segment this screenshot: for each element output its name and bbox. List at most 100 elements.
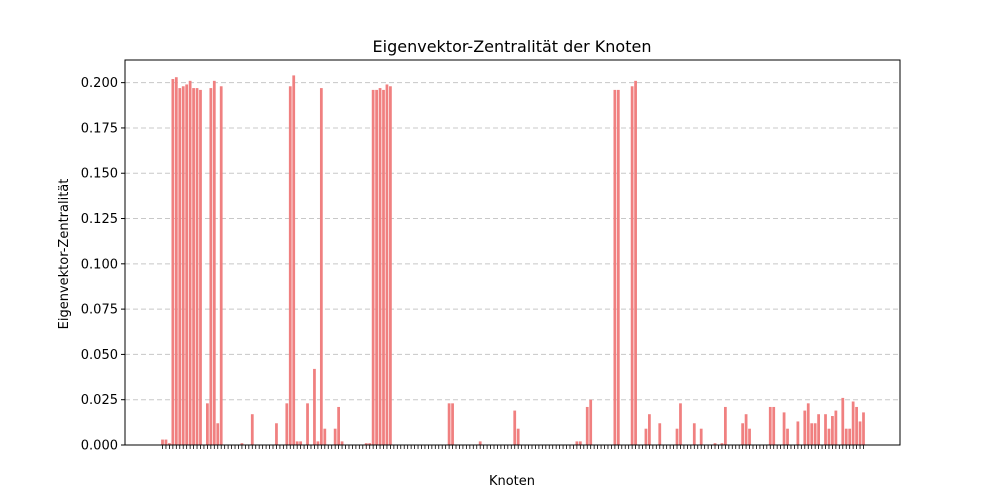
bar: [578, 441, 582, 445]
bar: [827, 428, 831, 445]
bar: [212, 80, 216, 445]
bar: [288, 86, 292, 445]
bar: [250, 414, 254, 445]
y-tick-label: 0.025: [81, 393, 118, 408]
bar: [478, 441, 482, 445]
bar: [240, 443, 244, 445]
bar: [834, 410, 838, 445]
bar: [748, 428, 751, 445]
bar: [844, 428, 848, 445]
bar: [768, 406, 772, 445]
y-axis-label: Eigenvektor-Zentralität: [57, 179, 72, 330]
bar: [824, 414, 827, 445]
bar: [209, 88, 213, 446]
bar: [316, 441, 320, 445]
bar: [713, 443, 717, 445]
y-tick-label: 0.000: [81, 439, 118, 454]
bar: [192, 88, 195, 446]
bar: [371, 89, 375, 446]
y-tick-label: 0.125: [81, 212, 118, 227]
bar: [275, 423, 278, 445]
bar: [772, 406, 776, 445]
bar: [585, 406, 589, 445]
bar: [306, 403, 309, 445]
bar: [340, 441, 344, 445]
x-axis-ticks: [162, 445, 864, 449]
bar: [806, 403, 810, 445]
bar-series: [161, 75, 865, 446]
bar: [658, 423, 662, 445]
bar: [699, 428, 703, 445]
y-tick-label: 0.050: [81, 348, 118, 363]
bar: [723, 406, 727, 445]
y-tick-label: 0.075: [81, 303, 118, 318]
bar: [848, 428, 852, 445]
bar: [195, 88, 199, 446]
plot-frame: [124, 59, 901, 446]
bar: [368, 443, 372, 445]
bar: [516, 428, 520, 445]
bar: [648, 414, 651, 445]
bar: [817, 414, 820, 445]
bar: [323, 428, 327, 445]
bar: [782, 412, 786, 445]
bar: [679, 403, 682, 445]
bar: [786, 428, 789, 445]
y-tick-label: 0.200: [81, 76, 118, 91]
y-tick-label: 0.100: [81, 257, 118, 272]
bar: [319, 88, 323, 446]
bar: [575, 441, 579, 445]
bar: [295, 441, 299, 445]
bar: [219, 86, 223, 445]
bar: [720, 443, 724, 445]
bar: [675, 428, 679, 445]
bar: [613, 89, 617, 446]
y-tick-label: 0.175: [81, 121, 118, 136]
bar: [378, 88, 382, 446]
bar: [333, 428, 337, 445]
bar: [634, 80, 637, 445]
grid-lines: [125, 82, 900, 446]
bar: [513, 410, 517, 445]
bar: [741, 423, 745, 445]
bar: [164, 439, 168, 445]
bar: [188, 80, 192, 445]
bar: [168, 443, 171, 445]
bar: [841, 397, 845, 445]
bar: [181, 86, 185, 445]
bar: [831, 416, 834, 445]
bar: [692, 423, 696, 445]
bar: [313, 368, 316, 445]
bar: [364, 443, 368, 445]
y-axis-ticks: 0.000 0.025 0.050 0.075 0.100 0.125 0.150 0.175…: [81, 76, 125, 454]
bar: [199, 89, 202, 446]
bar: [382, 89, 385, 446]
bar: [185, 84, 189, 445]
bar: [589, 399, 593, 445]
chart-title: Eigenvektor-Zentralität der Knoten: [373, 37, 652, 56]
bar: [744, 414, 748, 445]
bar: [862, 412, 865, 445]
bar: [375, 89, 378, 446]
y-tick-label: 0.150: [81, 167, 118, 182]
bar: [796, 421, 800, 445]
bar: [299, 441, 303, 445]
bar: [285, 403, 289, 445]
bar: [292, 75, 296, 446]
bar: [161, 439, 164, 445]
bar: [171, 79, 175, 445]
bar: [385, 84, 389, 445]
bar: [216, 423, 220, 445]
bar: [855, 406, 858, 445]
bar: [813, 423, 817, 445]
bar: [616, 89, 620, 446]
bar: [178, 88, 182, 446]
bar: [644, 428, 648, 445]
bar: [858, 421, 862, 445]
bar: [337, 406, 340, 445]
bar: [389, 86, 392, 445]
bar: [630, 86, 634, 445]
x-axis-label: Knoten: [489, 474, 535, 489]
bar: [206, 403, 209, 445]
